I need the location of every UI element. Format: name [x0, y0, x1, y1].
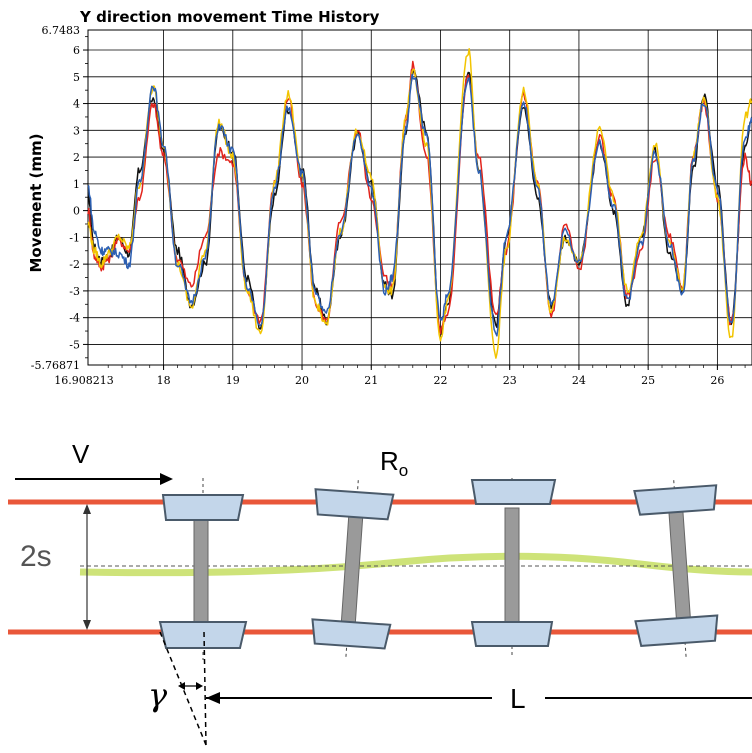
- velocity-label: V: [72, 439, 90, 469]
- wheelset-3: [470, 478, 557, 658]
- gauge-label: 2s: [20, 540, 52, 573]
- grid-layer: [87, 29, 752, 366]
- velocity-arrowhead: [160, 473, 173, 485]
- y-tick-label: 2: [73, 151, 80, 164]
- x-tick-label: 24: [572, 374, 586, 387]
- y-tick-label: 0: [73, 205, 80, 218]
- wheelbase-arrow-left: [206, 692, 220, 704]
- x-tick-label: 20: [295, 374, 309, 387]
- gauge-arrow-bottom: [83, 620, 91, 630]
- plot-area: [87, 29, 752, 366]
- x-tick-label: 19: [226, 374, 240, 387]
- y-min-label: -5.76871: [31, 359, 80, 372]
- y-axis-label: Movement (mm): [27, 133, 45, 272]
- series-layer: [87, 48, 752, 359]
- y-tick-label: 5: [73, 71, 80, 84]
- y-tick-label: 4: [73, 98, 80, 111]
- x-tick-label: 21: [364, 374, 378, 387]
- x-tick-label: 23: [503, 374, 517, 387]
- yaw-reference-line: [203, 631, 207, 746]
- time-history-chart: -5 -4 -3 -2 -1 0 1 2 3 4 5 6 6.7483 -5.76871 18 19 20 21 2…: [27, 8, 752, 387]
- y-tick-label: -1: [69, 231, 80, 244]
- yaw-angle-line: [159, 631, 207, 746]
- y-tick-label: -5: [69, 338, 80, 351]
- wheelbase-label: L: [510, 683, 526, 714]
- wheelset-2: [311, 480, 395, 660]
- radius-label: Ro: [380, 446, 408, 480]
- y-tick-label: -3: [69, 285, 80, 298]
- y-tick-label: -4: [69, 312, 80, 325]
- wheelset-1: [158, 478, 248, 660]
- wheelset-4: [633, 480, 719, 660]
- y-tick-label: 3: [73, 124, 80, 137]
- bogie-diagram: V Ro 2s γ L: [0, 400, 752, 749]
- x-tick-label: 18: [157, 374, 171, 387]
- x-tick-label: 22: [433, 374, 447, 387]
- diagram-svg: V Ro 2s γ L: [8, 439, 752, 746]
- yaw-arc-arrow-left: [178, 682, 185, 690]
- wheelset-path-curve: [79, 552, 752, 577]
- x-min-label: 16.908213: [54, 374, 114, 387]
- yaw-arc-arrow-right: [196, 682, 203, 690]
- chart-title: Y direction movement Time History: [79, 8, 380, 26]
- y-tick-label: 6: [73, 44, 80, 57]
- y-max-label: 6.7483: [42, 24, 81, 37]
- x-tick-label: 26: [710, 374, 724, 387]
- gauge-arrow-top: [83, 504, 91, 514]
- x-tick-label: 25: [641, 374, 655, 387]
- series-line-4: [87, 73, 752, 337]
- y-tick-label: 1: [73, 178, 80, 191]
- yaw-angle-label: γ: [148, 676, 168, 714]
- y-tick-label: -2: [69, 258, 80, 271]
